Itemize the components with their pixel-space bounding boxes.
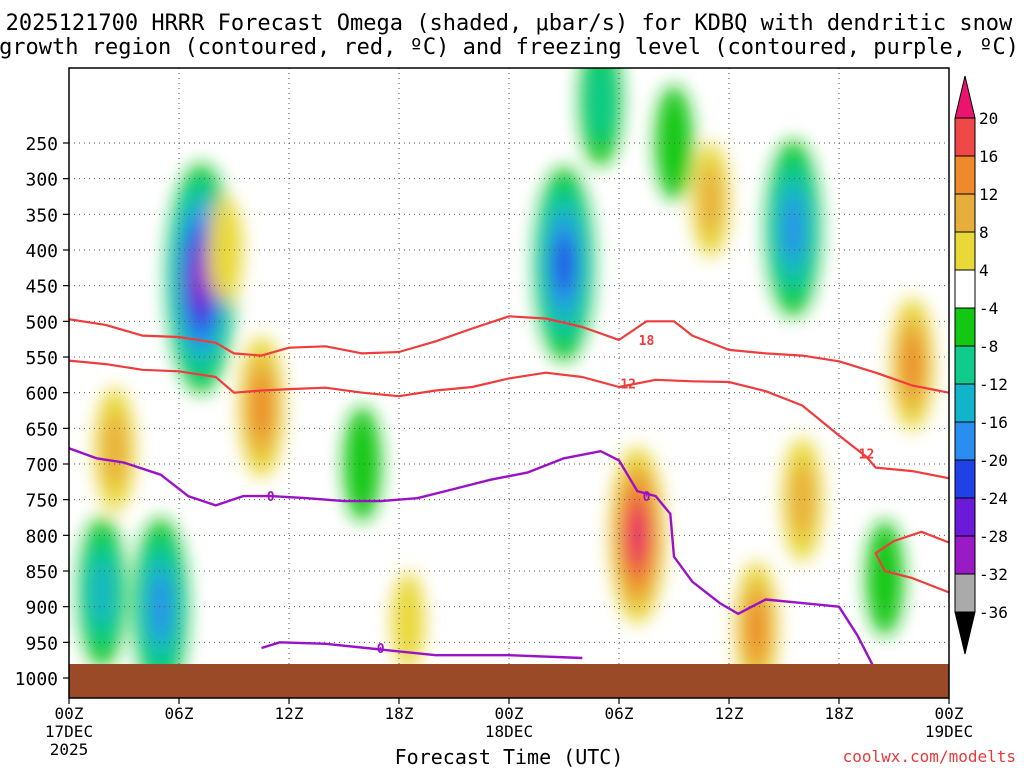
x-tick-label: 00Z <box>495 704 524 723</box>
dgz-12-contour <box>69 359 949 480</box>
x-tick-date: 19DEC <box>925 722 973 741</box>
colorbar: 20 16 12 8 4 -4 -8 -12 -16 -20 -24 -28 -32 -36 <box>954 75 1008 655</box>
colorbar-segment <box>954 231 976 271</box>
colorbar-label: -8 <box>979 337 998 356</box>
colorbar-segment <box>954 421 976 461</box>
omega-cell-13-1 <box>790 461 815 538</box>
y-tick-label: 600 <box>25 384 58 405</box>
x-tick-label: 00Z <box>935 704 964 723</box>
y-tick-label: 850 <box>25 562 58 583</box>
x-tick-label: 06Z <box>165 704 194 723</box>
freezing-level-label: 0 <box>377 642 385 657</box>
y-tick-label: 900 <box>25 598 58 619</box>
x-tick-label: 18Z <box>385 704 414 723</box>
colorbar-segment <box>954 497 976 537</box>
x-tick-label: 18Z <box>825 704 854 723</box>
omega-cell-9-4 <box>629 510 646 561</box>
x-tick-label: 12Z <box>715 704 744 723</box>
omega-cell-1-6 <box>193 254 209 303</box>
freezing-level-contour <box>69 447 877 672</box>
y-tick-label: 1000 <box>15 669 58 690</box>
y-tick-label: 750 <box>25 491 58 512</box>
y-axis-ticks: 250 300 350 400 450 500 550 600 650 700 750 800 850 9… <box>15 134 69 690</box>
omega-cell-16-0 <box>866 520 904 636</box>
chart-title-line2: growth region (contoured, red, ºC) and f… <box>0 35 1019 60</box>
omega-cell-6-0 <box>343 406 382 522</box>
colorbar-label: -32 <box>979 565 1008 584</box>
omega-cell-4-3 <box>151 575 171 638</box>
colorbar-top-arrow <box>954 75 976 119</box>
omega-cell-7-4 <box>555 236 573 293</box>
omega-cell-15-2 <box>747 598 766 658</box>
omega-cell-11-1 <box>699 164 723 236</box>
omega-cell-8-1 <box>587 68 614 142</box>
y-tick-label: 800 <box>25 526 58 547</box>
dgz-18-label: 18 <box>639 334 655 349</box>
omega-cell-17-0 <box>391 572 425 670</box>
colorbar-label: -20 <box>979 451 1008 470</box>
colorbar-label: -4 <box>979 299 998 318</box>
credit-text: coolwx.com/modelts <box>843 747 1016 766</box>
colorbar-label: -12 <box>979 375 1008 394</box>
colorbar-label: -16 <box>979 413 1008 432</box>
ground-surface <box>69 664 949 698</box>
colorbar-label: -24 <box>979 489 1008 508</box>
omega-shading <box>78 68 934 696</box>
y-tick-label: 650 <box>25 419 58 440</box>
omega-cell-12-3 <box>783 197 803 260</box>
freezing-level-label: 0 <box>643 490 651 505</box>
x-tick-date: 17DEC <box>45 722 93 741</box>
colorbar-label: 12 <box>979 185 998 204</box>
colorbar-label: 20 <box>979 109 998 128</box>
omega-cell-0-1 <box>102 411 128 488</box>
x-tick-label: 06Z <box>605 704 634 723</box>
y-tick-label: 700 <box>25 455 58 476</box>
colorbar-segment <box>954 383 976 423</box>
omega-cell-14-2 <box>902 334 922 394</box>
colorbar-label: 4 <box>979 261 989 280</box>
dgz-12-label: 12 <box>859 447 875 462</box>
colorbar-bottom-arrow <box>954 611 976 655</box>
x-tick-label: 00Z <box>55 704 84 723</box>
omega-cell-5-2 <box>91 558 113 626</box>
colorbar-label: -28 <box>979 527 1008 546</box>
x-tick-label: 12Z <box>275 704 304 723</box>
colorbar-label: -36 <box>979 603 1008 622</box>
dgz-12-label: 12 <box>620 377 636 392</box>
colorbar-segment <box>954 573 976 613</box>
colorbar-segment <box>954 535 976 575</box>
colorbar-segment <box>954 459 976 499</box>
colorbar-segment <box>954 117 976 157</box>
y-tick-label: 400 <box>25 241 58 262</box>
y-tick-label: 500 <box>25 312 58 333</box>
x-tick-year: 2025 <box>50 740 89 759</box>
x-tick-date: 18DEC <box>485 722 533 741</box>
colorbar-label: 8 <box>979 223 989 242</box>
colorbar-segment <box>954 193 976 233</box>
chart-title-line1: 2025121700 HRRR Forecast Omega (shaded, … <box>6 11 1013 36</box>
colorbar-segment <box>954 307 976 347</box>
y-tick-label: 350 <box>25 205 58 226</box>
gridlines <box>69 68 949 698</box>
plot-area: 18 12 12 0 0 0 <box>69 68 949 698</box>
y-tick-label: 950 <box>25 633 58 654</box>
colorbar-label: 16 <box>979 147 998 166</box>
y-tick-label: 250 <box>25 134 58 155</box>
contours: 18 12 12 0 0 0 <box>69 315 949 672</box>
y-tick-label: 550 <box>25 348 58 369</box>
y-tick-label: 450 <box>25 277 58 298</box>
dgz-late-contour <box>874 530 949 594</box>
dgz-18-contour <box>69 315 949 394</box>
y-tick-label: 300 <box>25 170 58 191</box>
x-axis-label: Forecast Time (UTC) <box>395 745 624 768</box>
omega-cell-3-2 <box>251 375 272 439</box>
freezing-level-lower-contour <box>261 641 583 660</box>
freezing-level-label: 0 <box>267 490 275 505</box>
colorbar-segment <box>954 269 976 309</box>
colorbar-segment <box>954 345 976 385</box>
colorbar-segment <box>954 155 976 195</box>
